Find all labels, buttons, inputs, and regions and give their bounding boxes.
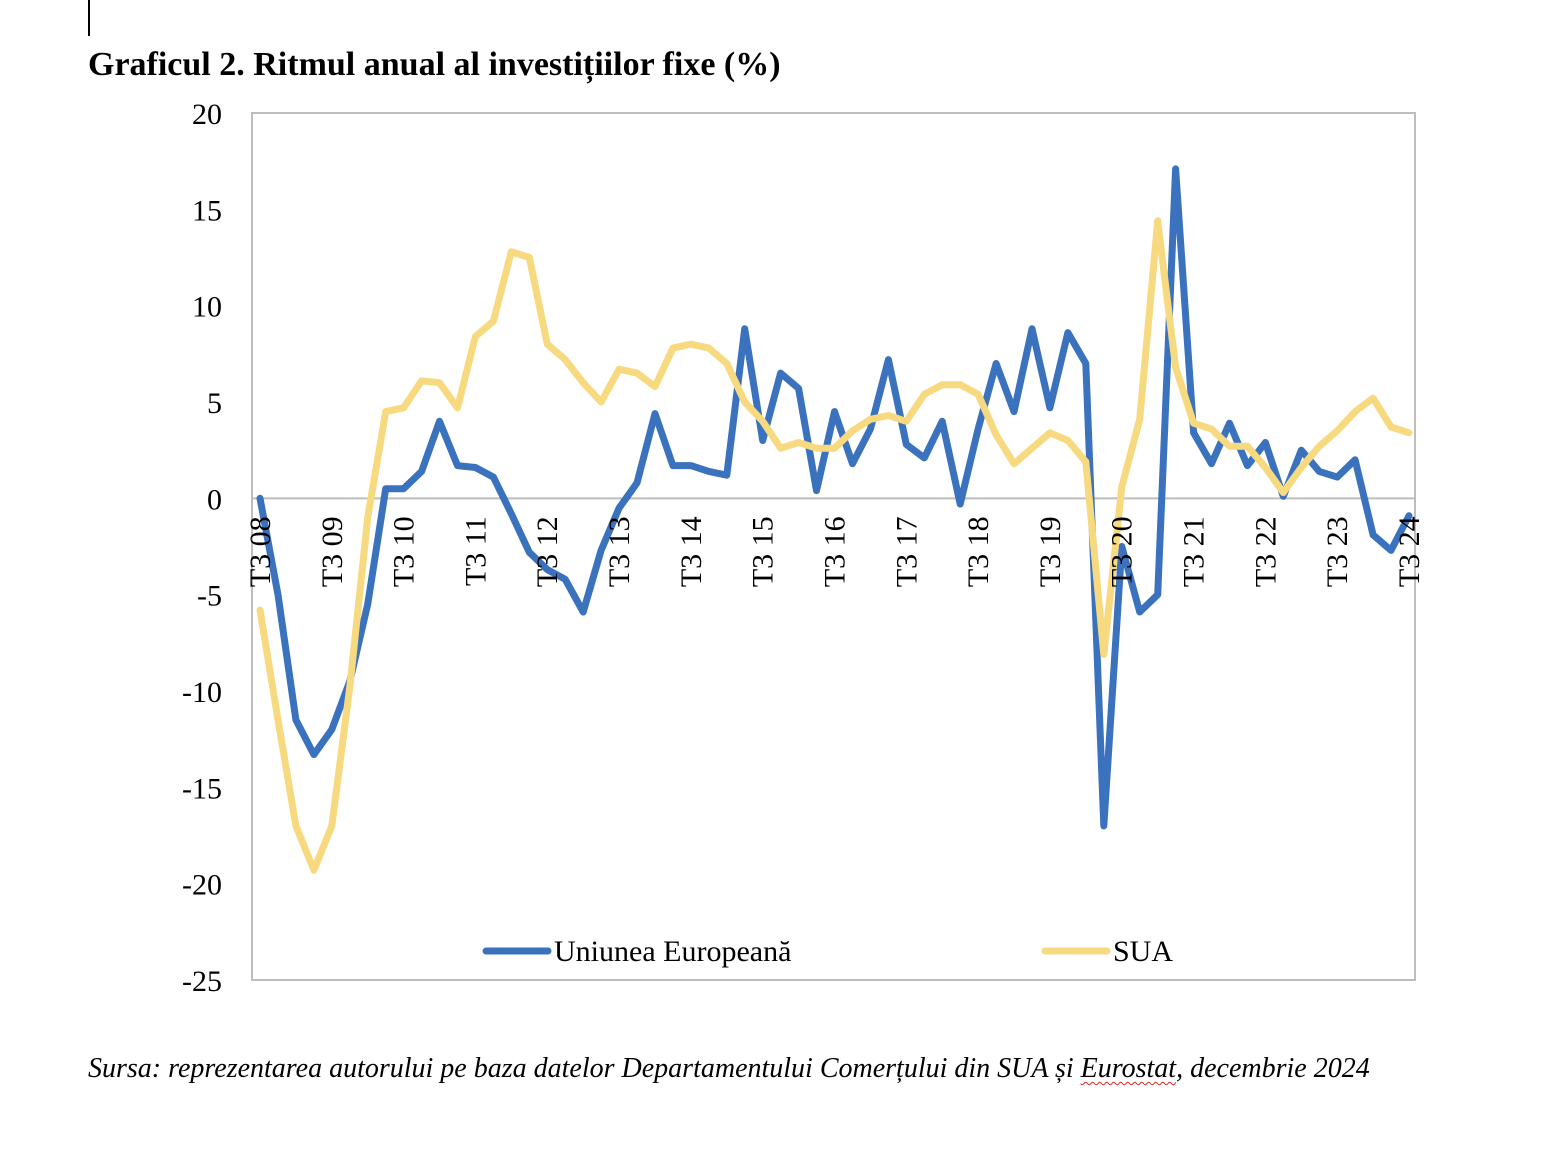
x-tick-label: T3 23 — [1321, 516, 1354, 587]
x-tick-label: T3 09 — [316, 516, 349, 587]
y-tick-label: 20 — [192, 98, 222, 131]
y-tick-label: -10 — [182, 676, 222, 709]
legend-label-0: Uniunea Europeană — [554, 935, 791, 968]
x-tick-label: T3 13 — [603, 516, 636, 587]
x-tick-label: T3 19 — [1034, 516, 1067, 587]
x-tick-label: T3 21 — [1178, 516, 1211, 587]
y-tick-label: -5 — [197, 580, 222, 613]
text-cursor — [88, 0, 90, 36]
x-tick-label: T3 10 — [388, 516, 421, 587]
x-tick-label: T3 22 — [1249, 516, 1282, 587]
x-tick-label: T3 18 — [962, 516, 995, 587]
x-tick-label: T3 14 — [675, 516, 708, 587]
series-line-1 — [256, 217, 1413, 874]
x-tick-label: T3 16 — [819, 516, 852, 587]
y-tick-label: 15 — [192, 194, 222, 227]
spellcheck-flagged-word: Eurostat — [1080, 1053, 1177, 1084]
y-tick-label: -15 — [182, 772, 222, 805]
x-tick-label: T3 20 — [1106, 516, 1139, 587]
x-tick-label: T3 15 — [747, 516, 780, 587]
x-tick-label: T3 12 — [531, 516, 564, 587]
x-tick-label: T3 08 — [244, 516, 277, 587]
chart-title: Graficul 2. Ritmul anual al investițiilo… — [88, 46, 781, 83]
y-tick-label: -25 — [182, 965, 222, 998]
plot-area-frame — [251, 112, 1416, 981]
line-chart: 20 15 10 5 0 -5 -10 -15 -20 -25 T3 08 T3 09 T3 10 T3… — [182, 98, 1426, 998]
legend: Uniunea Europeană SUA — [482, 935, 1173, 968]
y-tick-label: 10 — [192, 291, 222, 324]
x-tick-label: T3 17 — [890, 516, 923, 587]
legend-label-1: SUA — [1113, 935, 1173, 968]
x-tick-label: T3 11 — [459, 516, 492, 586]
y-tick-label: -20 — [182, 869, 222, 902]
source-text-end: , decembrie 2024 — [1176, 1053, 1370, 1084]
source-text: Sursa: reprezentarea autorului pe baza d… — [88, 1053, 1081, 1084]
y-tick-label: 5 — [207, 387, 222, 420]
y-tick-label: 0 — [207, 483, 222, 516]
series-line-0 — [256, 165, 1413, 830]
source-note: Sursa: reprezentarea autorului pe baza d… — [88, 1047, 1488, 1091]
x-tick-label: T3 24 — [1393, 516, 1426, 587]
